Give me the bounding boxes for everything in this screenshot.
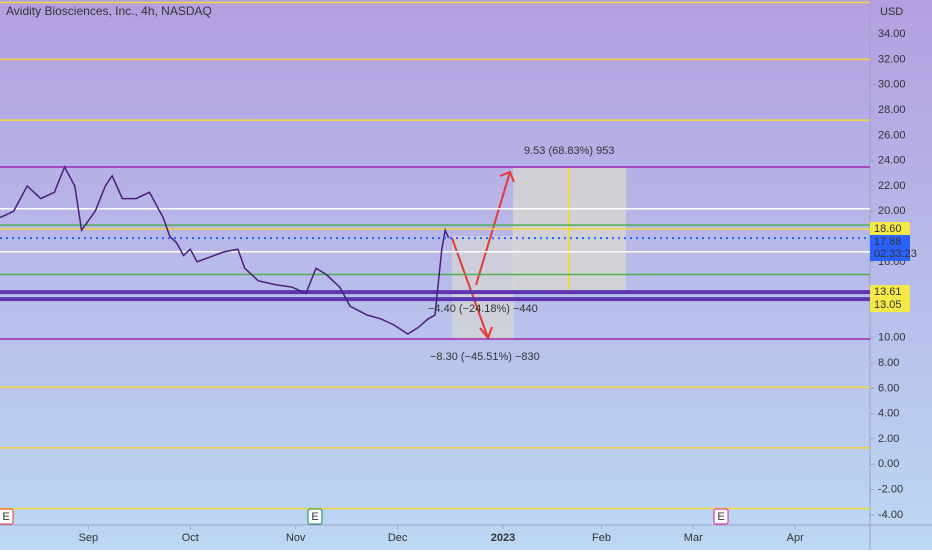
event-marker — [713, 508, 729, 525]
event-label: E — [2, 511, 9, 523]
y-tick-label: 32.00 — [878, 53, 906, 65]
price-label: 13.05 — [874, 299, 902, 311]
price-label: 18.60 — [874, 223, 902, 235]
y-tick-label: 8.00 — [878, 357, 899, 369]
y-tick-label: 30.00 — [878, 79, 906, 91]
x-tick-label: Feb — [592, 532, 611, 544]
arrowhead — [479, 170, 515, 341]
x-tick-label: 2023 — [491, 532, 515, 544]
price-line — [0, 165, 450, 335]
axis-unit: USD — [880, 6, 903, 18]
x-tick-label: Oct — [182, 532, 199, 544]
chart-title: Avidity Biosciences, Inc., 4h, NASDAQ — [6, 4, 212, 18]
countdown: 02:33:23 — [874, 248, 917, 260]
event-label: E — [717, 511, 724, 523]
x-tick-label: Sep — [79, 532, 99, 544]
y-tick-label: -4.00 — [878, 509, 903, 521]
price-label: 17.88 — [874, 236, 902, 248]
x-tick-label: Mar — [684, 532, 703, 544]
price-label: 13.61 — [874, 286, 902, 298]
y-tick-label: 28.00 — [878, 104, 906, 116]
price-label-box — [870, 285, 910, 300]
y-tick-label: 2.00 — [878, 433, 899, 445]
y-tick-label: 10.00 — [878, 332, 906, 344]
y-tick-label: 0.00 — [878, 458, 899, 470]
measure-label: −8.30 (−45.51%) −830 — [430, 351, 540, 363]
y-tick-label: 26.00 — [878, 129, 906, 141]
y-tick-label: 22.00 — [878, 180, 906, 192]
y-tick-label: 4.00 — [878, 408, 899, 420]
x-tick-label: Nov — [286, 532, 306, 544]
x-tick-label: Dec — [388, 532, 408, 544]
x-tick-label: Apr — [787, 532, 804, 544]
y-tick-label: 6.00 — [878, 382, 899, 394]
event-marker — [0, 508, 14, 525]
price-label-box — [870, 221, 910, 236]
measure-label: −4.40 (−24.18%) −440 — [428, 303, 538, 315]
y-tick-label: -2.00 — [878, 483, 903, 495]
y-tick-label: 24.00 — [878, 155, 906, 167]
price-label-box — [870, 234, 910, 261]
price-label-box — [870, 298, 910, 313]
measure-label: 9.53 (68.83%) 953 — [524, 145, 615, 157]
y-tick-label: 34.00 — [878, 28, 906, 40]
y-tick-label: 20.00 — [878, 205, 906, 217]
event-label: E — [311, 511, 318, 523]
event-marker — [307, 508, 323, 525]
